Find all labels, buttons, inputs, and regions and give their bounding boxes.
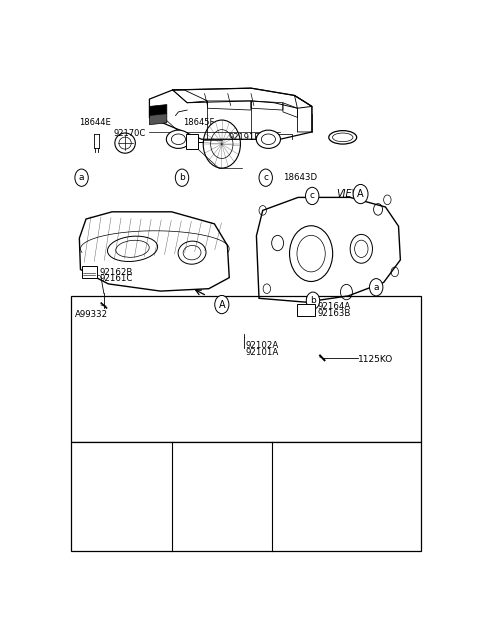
Text: VIEW: VIEW <box>336 189 361 199</box>
Circle shape <box>370 278 383 296</box>
Text: A: A <box>357 189 364 199</box>
Text: 92164A: 92164A <box>317 303 351 311</box>
Text: 92101A: 92101A <box>246 348 279 357</box>
Text: 92163B: 92163B <box>317 309 351 318</box>
Text: 92161C: 92161C <box>99 274 133 283</box>
Text: 92162B: 92162B <box>99 268 133 277</box>
Circle shape <box>175 169 189 187</box>
Ellipse shape <box>261 134 276 145</box>
Text: A99332: A99332 <box>75 310 108 319</box>
Ellipse shape <box>256 130 280 149</box>
Text: a: a <box>79 173 84 182</box>
FancyBboxPatch shape <box>297 304 315 316</box>
Text: b: b <box>310 296 316 305</box>
Circle shape <box>75 169 88 187</box>
Text: 18645F: 18645F <box>183 119 214 127</box>
Circle shape <box>215 295 229 314</box>
Circle shape <box>305 187 319 205</box>
Text: c: c <box>263 173 268 182</box>
Text: 92102A: 92102A <box>246 341 279 350</box>
Text: A: A <box>218 300 225 310</box>
Circle shape <box>259 169 273 187</box>
Polygon shape <box>149 114 167 125</box>
Text: 1125KO: 1125KO <box>358 355 393 364</box>
Text: 18644E: 18644E <box>79 119 110 127</box>
Text: a: a <box>373 283 379 292</box>
Text: 92170C: 92170C <box>114 129 146 138</box>
Text: 92191B: 92191B <box>228 133 261 142</box>
Circle shape <box>306 292 320 310</box>
Ellipse shape <box>167 130 191 149</box>
Ellipse shape <box>171 134 185 145</box>
FancyBboxPatch shape <box>71 442 421 550</box>
Circle shape <box>353 185 368 203</box>
FancyBboxPatch shape <box>186 134 198 149</box>
Text: 18643D: 18643D <box>283 173 317 182</box>
Text: c: c <box>310 192 315 200</box>
Text: b: b <box>179 173 185 182</box>
FancyBboxPatch shape <box>71 296 421 442</box>
FancyBboxPatch shape <box>83 266 97 278</box>
Polygon shape <box>149 105 167 115</box>
